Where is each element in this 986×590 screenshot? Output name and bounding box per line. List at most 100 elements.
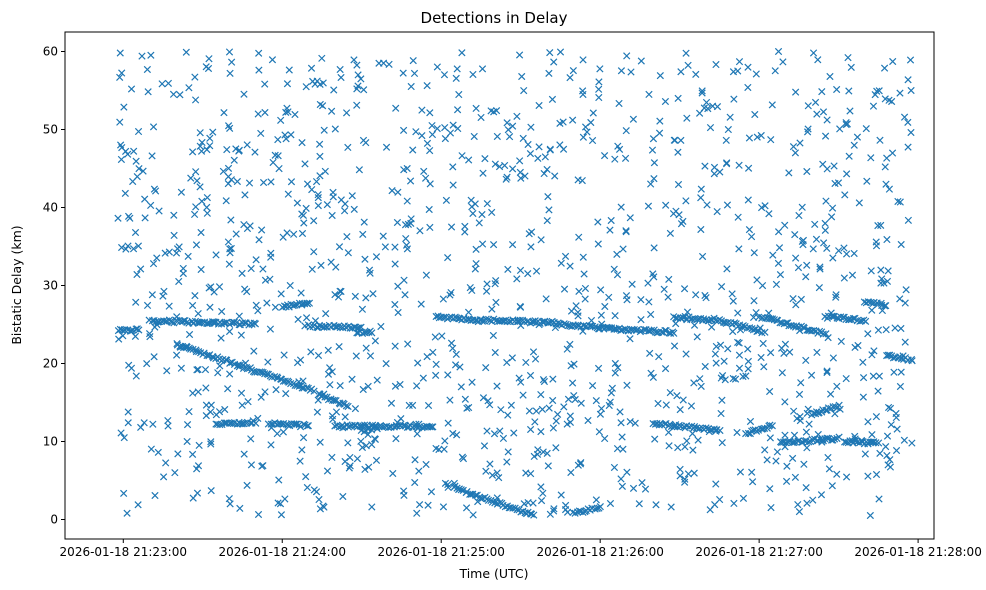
- data-point: [542, 295, 550, 303]
- data-point: [194, 365, 202, 374]
- data-point: [135, 164, 143, 173]
- data-point: [226, 370, 234, 378]
- data-point: [269, 158, 277, 167]
- data-point: [644, 279, 652, 287]
- data-point: [516, 168, 524, 177]
- data-point: [116, 49, 124, 57]
- data-point: [479, 394, 488, 402]
- data-point: [795, 390, 804, 399]
- data-point: [560, 320, 568, 328]
- data-point: [824, 334, 832, 342]
- data-point: [589, 109, 597, 117]
- data-point: [461, 228, 469, 236]
- data-point: [401, 221, 410, 229]
- data-point: [207, 401, 215, 409]
- data-point: [728, 290, 736, 298]
- data-point: [597, 311, 605, 319]
- data-point: [534, 154, 542, 162]
- data-point: [831, 410, 839, 418]
- data-point: [334, 293, 343, 301]
- data-point: [832, 291, 840, 299]
- data-point: [345, 464, 353, 472]
- data-point: [662, 201, 670, 209]
- data-point: [718, 396, 726, 404]
- data-point: [900, 113, 909, 121]
- data-point: [766, 421, 774, 429]
- data-point: [487, 107, 495, 115]
- data-point: [454, 124, 462, 133]
- data-point: [781, 398, 789, 406]
- data-point: [293, 199, 301, 207]
- data-point: [303, 180, 312, 188]
- data-point: [613, 250, 621, 258]
- data-point: [779, 58, 787, 66]
- x-tick-label: 2026-01-18 21:23:00: [60, 545, 187, 559]
- data-point: [869, 102, 878, 110]
- data-point: [688, 429, 697, 438]
- data-point: [188, 450, 197, 459]
- data-point: [619, 245, 627, 253]
- data-point: [328, 453, 336, 462]
- data-point: [665, 442, 673, 450]
- data-point: [342, 109, 351, 117]
- data-point: [527, 510, 536, 518]
- data-point: [692, 291, 700, 299]
- data-point: [307, 64, 316, 72]
- data-point: [389, 469, 397, 478]
- data-point: [876, 136, 884, 144]
- data-point: [425, 205, 433, 214]
- data-point: [647, 310, 655, 319]
- data-point: [844, 53, 852, 62]
- data-point: [328, 211, 336, 220]
- data-point: [358, 329, 367, 338]
- data-point: [483, 280, 491, 288]
- data-point: [674, 94, 682, 102]
- data-point: [904, 118, 912, 126]
- data-point: [362, 294, 370, 302]
- data-point: [811, 220, 819, 228]
- data-point: [556, 119, 564, 128]
- data-point: [702, 98, 711, 107]
- data-point: [504, 448, 512, 456]
- data-point: [864, 472, 872, 480]
- data-point: [744, 357, 752, 365]
- data-point: [399, 422, 407, 430]
- data-point: [524, 140, 532, 149]
- data-point: [197, 228, 205, 237]
- data-point: [861, 450, 869, 458]
- data-point: [268, 373, 276, 381]
- data-point: [348, 192, 356, 200]
- data-point: [206, 134, 214, 142]
- data-point: [281, 131, 289, 139]
- data-point: [644, 202, 653, 210]
- data-point: [294, 315, 302, 324]
- data-point: [646, 349, 654, 358]
- data-point: [275, 164, 283, 173]
- data-point: [748, 478, 757, 486]
- data-point: [814, 430, 822, 439]
- data-point: [235, 312, 243, 320]
- data-point: [574, 312, 582, 320]
- data-point: [529, 348, 538, 356]
- data-point: [284, 108, 292, 116]
- data-point: [298, 446, 306, 454]
- data-point: [468, 203, 476, 211]
- data-point: [127, 85, 136, 93]
- data-point: [351, 292, 359, 301]
- data-point: [765, 210, 773, 218]
- data-point: [853, 133, 862, 141]
- data-point: [442, 196, 451, 205]
- y-tick-label: 50: [43, 123, 58, 137]
- data-point: [698, 87, 706, 95]
- data-point: [776, 271, 785, 279]
- data-point: [826, 390, 835, 398]
- data-point: [183, 437, 191, 446]
- data-point: [819, 239, 828, 247]
- data-point: [798, 203, 806, 211]
- data-point: [774, 259, 783, 267]
- data-point: [317, 261, 325, 270]
- data-point: [683, 308, 692, 316]
- data-point: [368, 440, 376, 449]
- data-point: [842, 473, 851, 481]
- data-point: [133, 270, 141, 279]
